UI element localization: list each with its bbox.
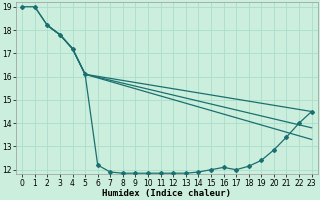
X-axis label: Humidex (Indice chaleur): Humidex (Indice chaleur) xyxy=(102,189,231,198)
